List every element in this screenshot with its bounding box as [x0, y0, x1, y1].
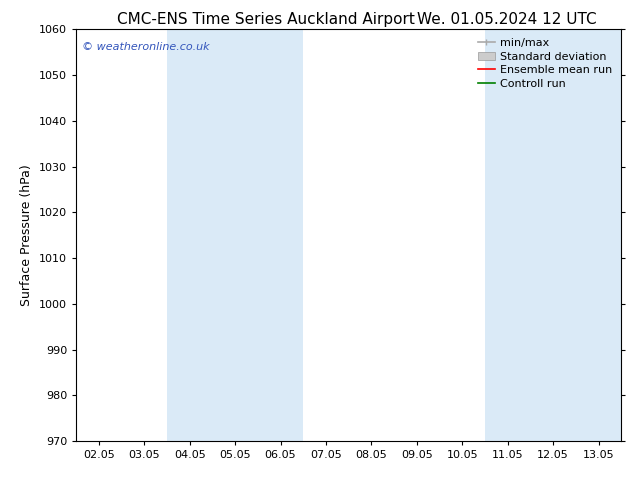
- Y-axis label: Surface Pressure (hPa): Surface Pressure (hPa): [20, 164, 34, 306]
- Legend: min/max, Standard deviation, Ensemble mean run, Controll run: min/max, Standard deviation, Ensemble me…: [475, 35, 616, 92]
- Text: We. 01.05.2024 12 UTC: We. 01.05.2024 12 UTC: [417, 12, 597, 27]
- Text: CMC-ENS Time Series Auckland Airport: CMC-ENS Time Series Auckland Airport: [117, 12, 415, 27]
- Bar: [167, 29, 303, 441]
- Bar: [485, 29, 621, 441]
- Text: © weatheronline.co.uk: © weatheronline.co.uk: [82, 42, 209, 52]
